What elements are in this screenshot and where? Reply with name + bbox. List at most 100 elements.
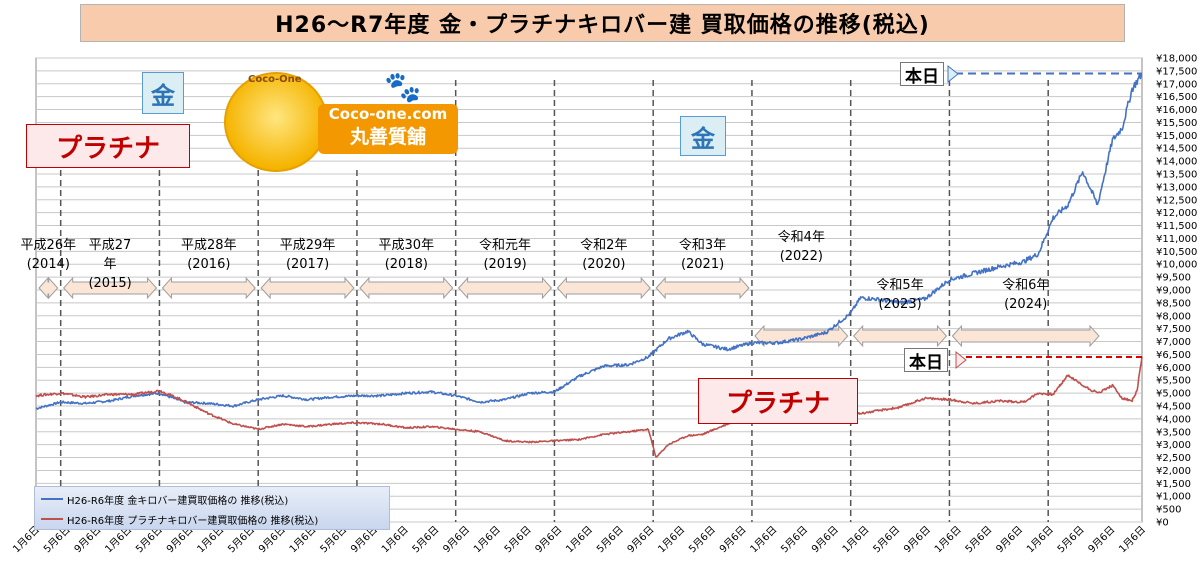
x-tick-label: 1月6日 <box>840 524 872 556</box>
y-tick-label: ¥18,000 <box>1156 54 1197 65</box>
today-label-platinum: 本日 <box>904 348 948 373</box>
era-label: 平成26年 (2014) <box>20 238 77 272</box>
x-tick-label: 5月6日 <box>502 524 534 556</box>
x-tick-label: 5月6日 <box>779 524 811 556</box>
x-tick-label: 9月6日 <box>533 524 565 556</box>
logo-text: Coco-one.com 丸善質舗 <box>318 104 458 154</box>
logo-top-text: Coco-One <box>248 74 302 85</box>
y-tick-label: ¥15,500 <box>1156 118 1197 129</box>
x-tick-label: 9月6日 <box>1086 524 1118 556</box>
platinum-label-left: プラチナ <box>26 124 190 168</box>
y-tick-label: ¥17,000 <box>1156 79 1197 90</box>
x-tick-label: 5月6日 <box>686 524 718 556</box>
x-tick-label: 1月6日 <box>1116 524 1148 556</box>
x-tick-label: 1月6日 <box>656 524 688 556</box>
gold-label-left: 金 <box>142 72 184 114</box>
era-label: 令和6年 (2024) <box>1002 278 1050 312</box>
y-tick-label: ¥2,500 <box>1156 453 1191 464</box>
y-tick-label: ¥12,500 <box>1156 195 1197 206</box>
y-tick-label: ¥11,500 <box>1156 221 1197 232</box>
y-tick-label: ¥500 <box>1156 505 1181 516</box>
era-arrow <box>458 276 553 300</box>
series-lines <box>35 72 1143 458</box>
x-tick-label: 5月6日 <box>1055 524 1087 556</box>
y-tick-label: ¥8,500 <box>1156 298 1191 309</box>
era-arrow <box>951 324 1100 348</box>
y-tick-label: ¥10,500 <box>1156 247 1197 258</box>
x-tick-label: 5月6日 <box>871 524 903 556</box>
legend: H26-R6年度 金キロバー建買取価格の 推移(税込) H26-R6年度 プラチ… <box>34 486 390 530</box>
era-label: 令和4年 (2022) <box>777 230 825 264</box>
y-axis-ticks: ¥0 ¥500 ¥1,000 ¥1,500 ¥2,000 ¥2,500 ¥3,000 ¥3,5… <box>1156 54 1197 529</box>
y-tick-label: ¥13,000 <box>1156 182 1197 193</box>
x-tick-label: 9月6日 <box>625 524 657 556</box>
y-tick-label: ¥1,500 <box>1156 479 1191 490</box>
era-label: 平成29年 (2017) <box>279 238 336 272</box>
x-tick-label: 5月6日 <box>594 524 626 556</box>
era-label: 平成30年 (2018) <box>378 238 435 272</box>
gold-label-center: 金 <box>680 116 726 156</box>
logo-dog-icon <box>224 72 328 172</box>
today-pointer-platinum <box>955 350 967 370</box>
y-tick-label: ¥0 <box>1156 518 1169 529</box>
era-arrow <box>359 276 454 300</box>
x-tick-label: 1月6日 <box>563 524 595 556</box>
y-tick-label: ¥13,500 <box>1156 170 1197 181</box>
platinum-line <box>35 356 1143 458</box>
today-pointer-gold <box>947 64 959 84</box>
y-tick-label: ¥3,000 <box>1156 440 1191 451</box>
today-guides <box>947 64 1142 370</box>
y-tick-label: ¥9,500 <box>1156 273 1191 284</box>
today-label-gold: 本日 <box>900 62 944 87</box>
y-tick-label: ¥14,500 <box>1156 144 1197 155</box>
legend-item-gold: H26-R6年度 金キロバー建買取価格の 推移(税込) <box>41 491 288 507</box>
y-tick-label: ¥9,000 <box>1156 286 1191 297</box>
era-arrow <box>655 276 750 300</box>
era-label: 令和5年 (2023) <box>876 278 924 312</box>
legend-label-platinum: H26-R6年度 プラチナキロバー建買取価格の 推移(税込) <box>67 515 319 527</box>
paw-icon: 🐾 <box>384 70 422 105</box>
logo-line2: 丸善質舗 <box>349 126 426 148</box>
gold-line <box>35 72 1143 410</box>
era-arrow <box>161 276 256 300</box>
y-tick-label: ¥7,000 <box>1156 337 1191 348</box>
x-tick-label: 1月6日 <box>748 524 780 556</box>
x-tick-label: 9月6日 <box>809 524 841 556</box>
x-tick-label: 1月6日 <box>471 524 503 556</box>
y-tick-label: ¥10,000 <box>1156 260 1197 271</box>
y-tick-label: ¥16,000 <box>1156 105 1197 116</box>
era-arrow <box>38 276 59 300</box>
x-tick-label: 9月6日 <box>901 524 933 556</box>
platinum-label-center: プラチナ <box>698 378 858 424</box>
x-tick-label: 9月6日 <box>717 524 749 556</box>
y-tick-label: ¥5,000 <box>1156 389 1191 400</box>
x-tick-label: 1月6日 <box>1024 524 1056 556</box>
y-tick-label: ¥12,000 <box>1156 208 1197 219</box>
y-tick-label: ¥14,000 <box>1156 157 1197 168</box>
era-label: 令和2年 (2020) <box>580 238 628 272</box>
y-tick-label: ¥3,500 <box>1156 427 1191 438</box>
era-arrow <box>63 276 158 300</box>
y-tick-label: ¥8,000 <box>1156 311 1191 322</box>
era-arrows <box>38 276 1100 348</box>
chart-title: H26〜R7年度 金・プラチナキロバー建 買取価格の推移(税込) <box>80 4 1125 42</box>
y-tick-label: ¥7,500 <box>1156 324 1191 335</box>
era-label: 平成28年 (2016) <box>181 238 237 272</box>
y-tick-label: ¥5,500 <box>1156 376 1191 387</box>
y-tick-label: ¥11,000 <box>1156 234 1197 245</box>
y-tick-label: ¥6,000 <box>1156 363 1191 374</box>
y-tick-label: ¥16,500 <box>1156 92 1197 103</box>
legend-item-platinum: H26-R6年度 プラチナキロバー建買取価格の 推移(税込) <box>41 511 318 527</box>
x-tick-label: 5月6日 <box>410 524 442 556</box>
y-tick-label: ¥6,500 <box>1156 350 1191 361</box>
era-arrow <box>853 324 948 348</box>
y-tick-label: ¥4,000 <box>1156 414 1191 425</box>
era-arrow <box>556 276 651 300</box>
y-tick-label: ¥15,000 <box>1156 131 1197 142</box>
legend-swatch-gold <box>41 498 63 500</box>
y-tick-label: ¥1,000 <box>1156 492 1191 503</box>
legend-label-gold: H26-R6年度 金キロバー建買取価格の 推移(税込) <box>67 495 289 507</box>
legend-swatch-platinum <box>41 518 63 520</box>
x-tick-label: 5月6日 <box>963 524 995 556</box>
